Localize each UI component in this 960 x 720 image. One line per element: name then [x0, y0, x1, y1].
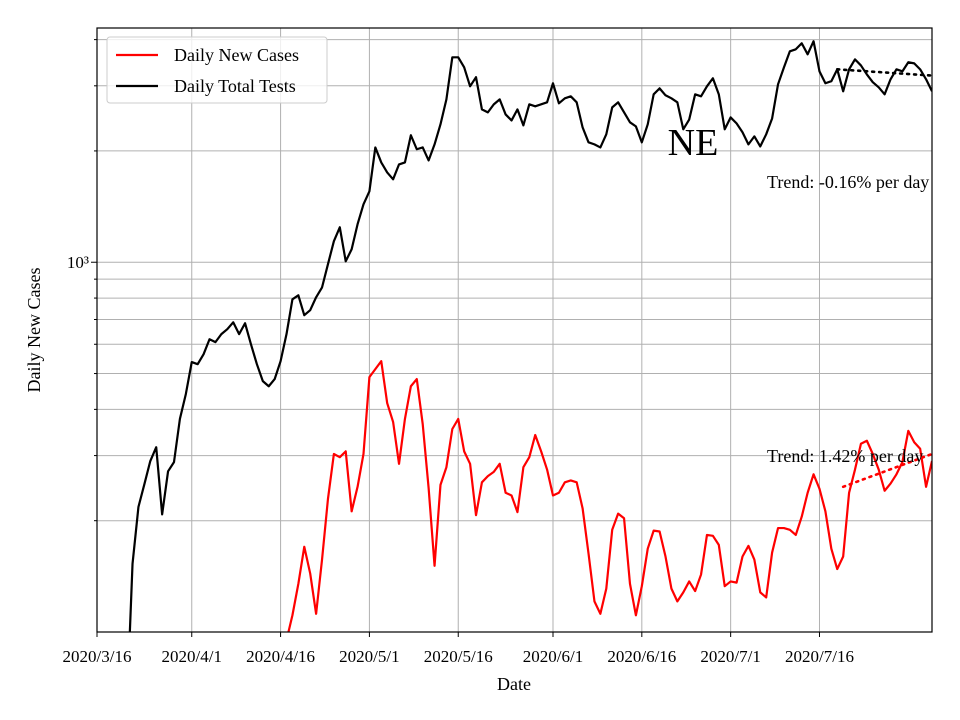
x-tick-label: 2020/6/1	[523, 647, 583, 666]
x-tick-label: 2020/4/1	[162, 647, 222, 666]
plot-area	[128, 40, 932, 632]
x-tick-label: 2020/7/1	[700, 647, 760, 666]
series-line	[287, 360, 932, 632]
y-axis-label: Daily New Cases	[24, 268, 44, 393]
x-tick-label: 2020/6/16	[607, 647, 676, 666]
series-line	[128, 40, 932, 632]
x-tick-label: 2020/5/1	[339, 647, 399, 666]
x-tick-label: 2020/7/16	[785, 647, 854, 666]
trend-line	[835, 68, 932, 77]
annotation: NE	[668, 122, 719, 164]
grid	[96, 28, 932, 632]
x-tick-label: 2020/5/16	[424, 647, 493, 666]
legend-label: Daily Total Tests	[174, 76, 296, 96]
y-tick-label: 10³	[67, 253, 89, 272]
axes-frame	[96, 27, 933, 633]
trend-label: Trend: 1.42% per day	[767, 446, 923, 466]
legend-label: Daily New Cases	[174, 45, 299, 65]
x-tick-label: 2020/4/16	[246, 647, 315, 666]
legend: Daily New Cases Daily Total Tests	[106, 36, 328, 104]
legend-box	[106, 36, 328, 104]
trend-label: Trend: -0.16% per day	[767, 172, 929, 192]
x-axis-label: Date	[497, 674, 531, 694]
axes: 2020/3/16 2020/4/1 2020/4/16 2020/5/1 2020/5…	[63, 39, 854, 666]
x-tick-label: 2020/3/16	[63, 647, 132, 666]
trend-line	[841, 452, 932, 489]
